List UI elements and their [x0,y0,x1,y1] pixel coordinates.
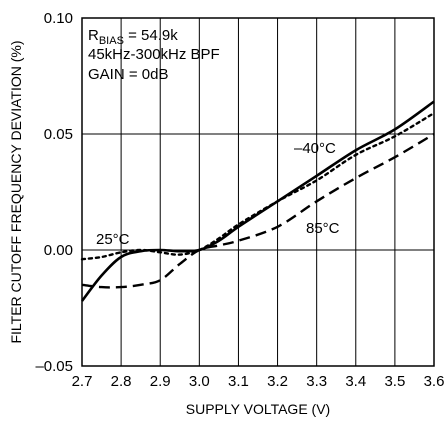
y-tick-labels: –0.05 0.00 0.05 0.10 [35,10,73,375]
x-tick-label: 3.4 [345,373,366,390]
x-tick-label: 2.9 [150,373,171,390]
x-tick-labels: 2.7 2.8 2.9 3.0 3.1 3.2 3.3 3.4 3.5 3.6 [72,373,444,390]
x-tick-label: 2.8 [111,373,132,390]
bias-subscript: BIAS [99,35,124,47]
bias-annotation: RBIAS = 54.9k [88,27,178,47]
x-tick-label: 3.2 [267,373,288,390]
x-tick-label: 3.3 [306,373,327,390]
x-tick-label: 3.5 [384,373,405,390]
y-axis-title: FILTER CUTOFF FREQUENCY DEVIATION (%) [8,40,24,343]
series-line-minus40c [80,111,436,261]
y-tick-label: 0.05 [44,126,73,143]
curve-label-minus40: –40°C [294,140,336,157]
y-tick-label: 0.00 [44,242,73,259]
bias-value: = 54.9k [124,27,178,44]
x-tick-label: 3.6 [424,373,444,390]
bias-prefix: R [88,27,99,44]
y-tick-label: 0.10 [44,10,73,27]
series-line-25c [80,100,435,302]
series-layer [80,100,436,302]
filter-annotation: 45kHz-300kHz BPF [88,46,220,63]
plot-frame [81,17,435,367]
x-tick-label: 3.1 [228,373,249,390]
series-line-85c [81,132,435,289]
gain-annotation: GAIN = 0dB [88,66,168,83]
x-tick-label: 3.0 [189,373,210,390]
y-tick-label: –0.05 [35,358,73,375]
x-axis-title: SUPPLY VOLTAGE (V) [186,401,330,417]
x-tick-label: 2.7 [72,373,93,390]
curve-label-85: 85°C [306,220,340,237]
curve-label-25: 25°C [96,231,130,248]
grid-lines [82,18,434,366]
